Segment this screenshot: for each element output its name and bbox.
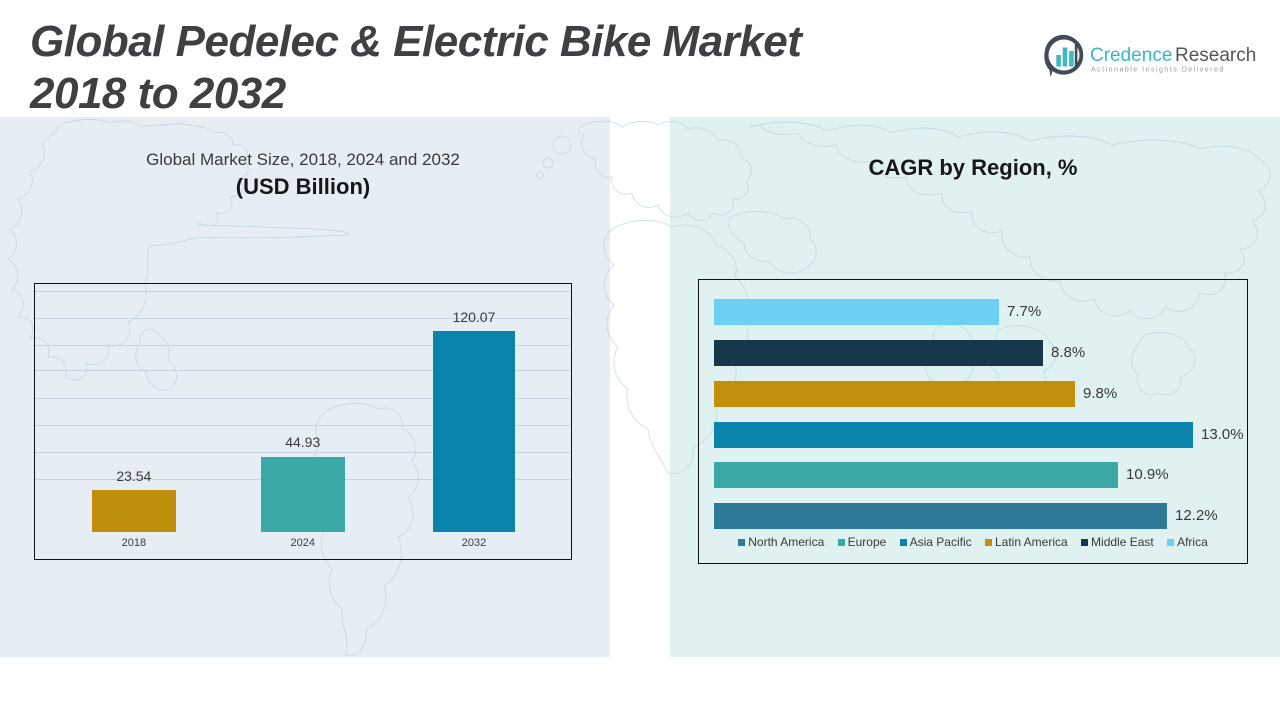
svg-text:Credence: Credence: [1090, 45, 1172, 66]
svg-text:Actionable Insights Delivered: Actionable Insights Delivered: [1091, 67, 1225, 74]
svg-text:Research: Research: [1175, 45, 1256, 66]
